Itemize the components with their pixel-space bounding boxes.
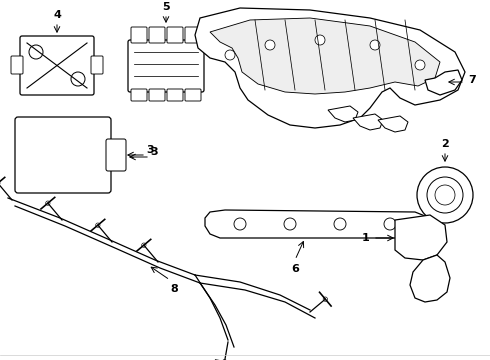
- Circle shape: [46, 201, 50, 205]
- Circle shape: [370, 40, 380, 50]
- Polygon shape: [395, 215, 447, 260]
- Circle shape: [334, 218, 346, 230]
- FancyBboxPatch shape: [128, 40, 204, 92]
- Circle shape: [427, 177, 463, 213]
- Polygon shape: [353, 114, 383, 130]
- Circle shape: [71, 72, 85, 86]
- FancyBboxPatch shape: [167, 89, 183, 101]
- Text: 7: 7: [468, 75, 476, 85]
- Circle shape: [417, 167, 473, 223]
- Text: 4: 4: [53, 10, 61, 20]
- Text: 1: 1: [361, 233, 369, 243]
- Text: 3: 3: [146, 145, 154, 155]
- Circle shape: [284, 218, 296, 230]
- Polygon shape: [425, 70, 462, 95]
- Circle shape: [142, 243, 146, 247]
- Text: 6: 6: [291, 264, 299, 274]
- Circle shape: [435, 185, 455, 205]
- FancyBboxPatch shape: [185, 27, 201, 43]
- Text: 2: 2: [441, 139, 449, 149]
- FancyBboxPatch shape: [20, 36, 94, 95]
- FancyBboxPatch shape: [106, 139, 126, 171]
- Circle shape: [265, 40, 275, 50]
- Circle shape: [315, 35, 325, 45]
- FancyBboxPatch shape: [167, 27, 183, 43]
- Circle shape: [234, 218, 246, 230]
- Circle shape: [323, 297, 327, 301]
- Polygon shape: [210, 18, 440, 94]
- Circle shape: [225, 50, 235, 60]
- FancyBboxPatch shape: [131, 27, 147, 43]
- Polygon shape: [328, 106, 358, 122]
- FancyBboxPatch shape: [149, 27, 165, 43]
- FancyBboxPatch shape: [185, 89, 201, 101]
- FancyBboxPatch shape: [91, 56, 103, 74]
- Text: 8: 8: [170, 284, 178, 294]
- Circle shape: [29, 45, 43, 59]
- Circle shape: [415, 60, 425, 70]
- Circle shape: [384, 218, 396, 230]
- Polygon shape: [195, 8, 465, 128]
- Polygon shape: [410, 255, 450, 302]
- Text: 5: 5: [162, 2, 170, 12]
- FancyBboxPatch shape: [149, 89, 165, 101]
- Polygon shape: [205, 210, 435, 238]
- Circle shape: [96, 223, 100, 227]
- Text: 3: 3: [150, 147, 158, 157]
- FancyBboxPatch shape: [11, 56, 23, 74]
- FancyBboxPatch shape: [15, 117, 111, 193]
- FancyBboxPatch shape: [131, 89, 147, 101]
- Polygon shape: [378, 116, 408, 132]
